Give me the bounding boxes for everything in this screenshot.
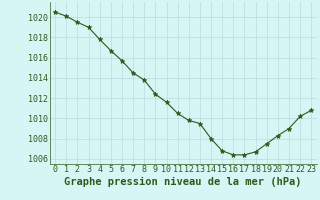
X-axis label: Graphe pression niveau de la mer (hPa): Graphe pression niveau de la mer (hPa) bbox=[64, 177, 302, 187]
